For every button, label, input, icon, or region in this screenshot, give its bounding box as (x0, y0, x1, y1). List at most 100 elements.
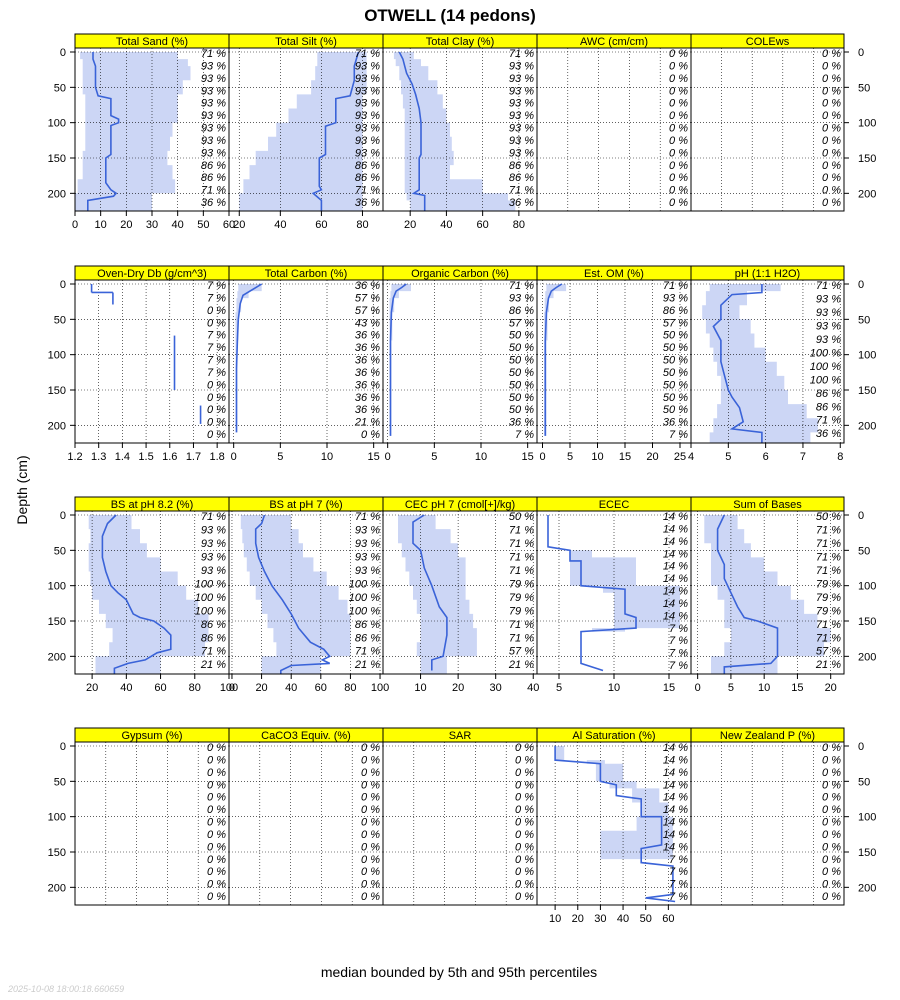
pct-label: 36 % (355, 392, 380, 404)
plot-area: 71 %93 %93 %93 %93 %93 %93 %93 %93 %86 %… (383, 48, 537, 211)
pct-label: 0 % (207, 854, 226, 866)
pct-label: 0 % (822, 854, 841, 866)
pct-label: 0 % (361, 754, 380, 766)
pct-label: 0 % (361, 866, 380, 878)
pct-label: 100 % (810, 361, 841, 373)
pct-label: 93 % (816, 334, 841, 346)
pct-label: 43 % (355, 317, 380, 329)
y-tick-label: 100 (48, 350, 66, 362)
pct-label: 50 % (663, 379, 688, 391)
pct-label: 50 % (509, 404, 534, 416)
pct-label: 93 % (355, 135, 380, 147)
pct-label: 50 % (816, 511, 841, 523)
pct-label: 14 % (663, 792, 688, 804)
pct-label: 0 % (822, 841, 841, 853)
panel-3: Total Clay (%)71 %93 %93 %93 %93 %93 %93… (382, 33, 538, 231)
x-tick-label: 15 (663, 682, 675, 694)
pct-label: 21 % (200, 659, 226, 671)
panel-11: BS at pH 8.2 (%)71 %93 %93 %93 %93 %100 … (74, 496, 238, 694)
x-tick-label: 7 (800, 451, 806, 463)
panel-title: BS at pH 8.2 (%) (111, 499, 194, 511)
y-tick-label: 200 (48, 420, 66, 432)
y-axis-label: Depth (cm) (14, 455, 30, 524)
pct-label: 71 % (816, 551, 841, 563)
pct-label: 93 % (355, 123, 380, 135)
pct-label: 14 % (663, 523, 688, 535)
y-tick-label: 100 (48, 812, 66, 824)
pct-label: 79 % (509, 592, 534, 604)
pct-label: 7 % (207, 342, 226, 354)
pct-label: 71 % (816, 632, 841, 644)
x-tick-label: 1.8 (210, 451, 225, 463)
panel-frame (74, 741, 230, 906)
pct-label: 79 % (509, 605, 534, 617)
x-tick-label: 80 (356, 219, 368, 231)
pct-label: 0 % (669, 98, 688, 110)
x-tick-label: 10 (591, 451, 603, 463)
pct-label: 14 % (663, 779, 688, 791)
y-tick-label: 0 (60, 47, 66, 59)
panel-title: SAR (449, 730, 472, 742)
pct-label: 93 % (355, 98, 380, 110)
pct-label: 50 % (663, 392, 688, 404)
panel-title: Oven-Dry Db (g/cm^3) (97, 268, 207, 280)
pct-label: 0 % (361, 841, 380, 853)
pct-label: 93 % (509, 85, 534, 97)
panel-title: ECEC (599, 499, 630, 511)
pct-label: 0 % (515, 767, 534, 779)
pct-label: 7 % (207, 355, 226, 367)
pct-label: 14 % (663, 610, 688, 622)
pct-label: 57 % (509, 317, 534, 329)
pct-label: 0 % (822, 779, 841, 791)
pct-label: 7 % (669, 660, 688, 672)
pct-label: 0 % (207, 841, 226, 853)
chart-title: OTWELL (14 pedons) (364, 6, 536, 25)
x-tick-label: 15 (619, 451, 631, 463)
x-tick-label: 0 (72, 219, 78, 231)
pct-label: 0 % (669, 123, 688, 135)
pct-label: 7 % (669, 866, 688, 878)
pct-label: 0 % (515, 754, 534, 766)
pct-label: 86 % (663, 305, 688, 317)
pct-label: 50 % (663, 330, 688, 342)
panel-9: Est. OM (%)71 %93 %86 %57 %50 %50 %50 %5… (536, 265, 692, 463)
pct-label: 0 % (361, 891, 380, 903)
pct-label: 36 % (355, 404, 380, 416)
x-tick-label: 0 (695, 682, 701, 694)
median-line (398, 51, 426, 211)
plot-area: 36 %57 %57 %43 %36 %36 %36 %36 %36 %36 %… (229, 280, 383, 443)
pct-label: 100 % (810, 374, 841, 386)
panel-title: Organic Carbon (%) (411, 268, 509, 280)
pct-label: 14 % (663, 817, 688, 829)
pct-label: 71 % (509, 619, 534, 631)
x-tick-label: 1.2 (67, 451, 82, 463)
x-tick-label: 100 (371, 682, 389, 694)
pct-label: 100 % (195, 592, 226, 604)
panel-frame (690, 510, 845, 675)
pct-label: 0 % (515, 879, 534, 891)
pct-label: 0 % (207, 891, 226, 903)
pct-label: 14 % (663, 573, 688, 585)
pct-label: 0 % (207, 317, 226, 329)
panel-title: CEC pH 7 (cmol[+]/kg) (405, 499, 515, 511)
pct-label: 50 % (509, 367, 534, 379)
y-tick-label: 150 (48, 616, 66, 628)
panel-20: New Zealand P (%)0 %0 %0 %0 %0 %0 %0 %0 … (690, 727, 845, 906)
x-tick-label: 4 (688, 451, 694, 463)
pct-label: 93 % (201, 98, 226, 110)
x-tick-label: 20 (452, 682, 464, 694)
panel-frame (690, 279, 845, 444)
panel-8: Organic Carbon (%)71 %93 %86 %57 %50 %50… (382, 265, 538, 463)
x-axis-label: median bounded by 5th and 95th percentil… (321, 964, 597, 980)
pct-label: 71 % (355, 646, 380, 658)
pct-label: 86 % (509, 172, 534, 184)
panel-6: Oven-Dry Db (g/cm^3)7 %7 %0 %0 %7 %7 %7 … (67, 265, 230, 463)
percentile-band (702, 284, 818, 443)
pct-label: 7 % (669, 854, 688, 866)
median-line (547, 515, 637, 672)
pct-label: 50 % (509, 379, 534, 391)
pct-label: 36 % (355, 379, 380, 391)
pct-label: 36 % (355, 280, 380, 292)
y-tick-label: 150 (858, 153, 876, 165)
